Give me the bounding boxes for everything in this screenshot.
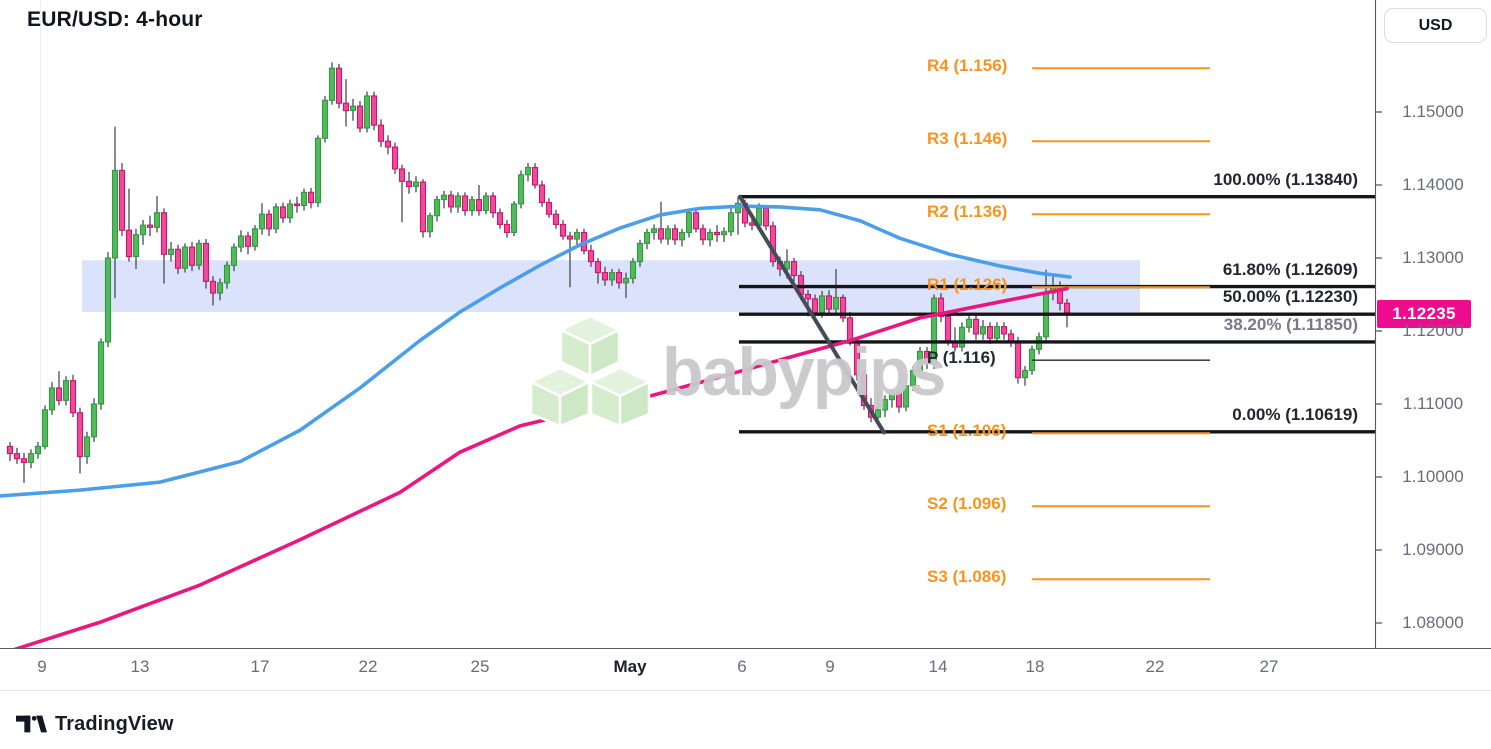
- pivot-label-R2: R2 (1.136): [927, 202, 1008, 222]
- candles: [6, 62, 1071, 483]
- date-axis-label: 22: [358, 657, 378, 676]
- date-axis-label: 25: [470, 657, 490, 676]
- pivot-label-S2: S2 (1.096): [927, 494, 1007, 514]
- date-axis-label-month: May: [613, 657, 647, 676]
- fib-label-0: 0.00% (1.10619): [1232, 404, 1358, 424]
- pivot-label-S1: S1 (1.106): [927, 421, 1007, 441]
- price-axis-label: 1.09000: [1402, 540, 1464, 559]
- date-axis-label: 9: [825, 657, 835, 676]
- pivot-label-P: P (1.116): [927, 348, 996, 368]
- price-axis-label: 1.14000: [1402, 175, 1464, 194]
- date-axis-label: 9: [37, 657, 47, 676]
- fast-ma-line[interactable]: [0, 204, 1072, 498]
- pivot-label-R4: R4 (1.156): [927, 56, 1008, 76]
- date-axis-label: 18: [1025, 657, 1045, 676]
- price-axis-label: 1.15000: [1402, 102, 1464, 121]
- time-axis[interactable]: [0, 649, 1491, 691]
- pivot-label-S3: S3 (1.086): [927, 567, 1007, 587]
- fib-label-61.8: 61.80% (1.12609): [1222, 259, 1358, 279]
- date-axis-label: 14: [928, 657, 948, 676]
- last-price-badge: 1.12235: [1377, 299, 1471, 328]
- currency-toggle-button[interactable]: USD: [1384, 8, 1487, 43]
- price-axis-label: 1.12000: [1402, 321, 1464, 340]
- date-axis-label: 13: [130, 657, 150, 676]
- babypips-watermark-text: babypips: [662, 334, 946, 410]
- date-axis-label: 6: [737, 657, 747, 676]
- tradingview-logo-text: TradingView: [55, 712, 174, 735]
- price-axis-label: 1.11000: [1402, 394, 1464, 413]
- tradingview-link[interactable]: TradingView: [16, 711, 174, 737]
- price-axis-label: 1.08000: [1402, 613, 1464, 632]
- pivot-label-R3: R3 (1.146): [927, 129, 1008, 149]
- descending-trendline[interactable]: [738, 194, 886, 435]
- date-axis-label: 27: [1259, 657, 1279, 676]
- tradingview-logo-icon: [16, 715, 47, 733]
- date-axis-label: 22: [1145, 657, 1165, 676]
- price-axis-label: 1.10000: [1402, 467, 1464, 486]
- chart-title: EUR/USD: 4-hour: [27, 8, 203, 31]
- fib-label-100: 100.00% (1.13840): [1213, 169, 1358, 189]
- date-axis-label: 17: [250, 657, 270, 676]
- pivot-label-R1: R1 (1.126): [927, 275, 1008, 295]
- price-axis-label: 1.13000: [1402, 248, 1464, 267]
- fib-label-38.2: 38.20% (1.11850): [1223, 314, 1358, 334]
- fib-label-50: 50.00% (1.12230): [1222, 287, 1358, 307]
